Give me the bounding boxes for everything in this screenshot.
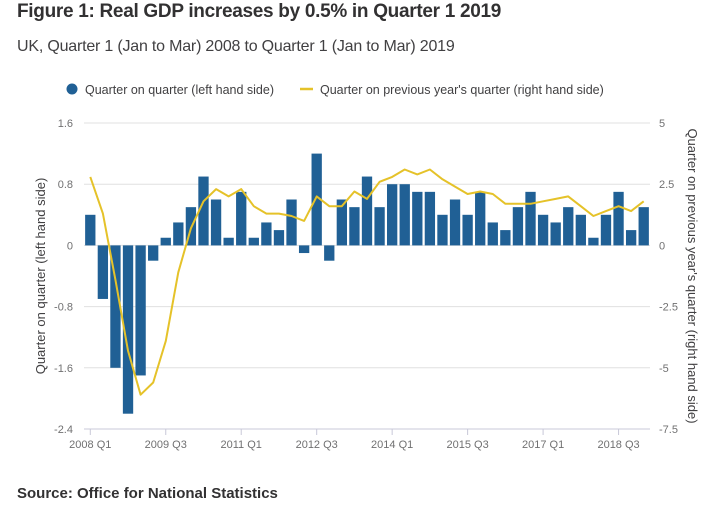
x-tick-label: 2017 Q1 xyxy=(522,439,564,451)
bar-2012-q4 xyxy=(324,245,335,261)
left-axis-title: Quarter on quarter (left hand side) xyxy=(33,178,48,375)
bar-2010-q2 xyxy=(198,176,209,246)
bar-2012-q1 xyxy=(286,199,297,246)
bar-2011-q1 xyxy=(236,191,247,246)
bar-2014-q4 xyxy=(424,191,436,246)
left-tick-label: -2.4 xyxy=(54,424,73,436)
bar-2018-q3 xyxy=(613,191,624,246)
bar-2017-q4 xyxy=(575,214,586,246)
gdp-chart: Quarter on quarter (left hand side) Quar… xyxy=(33,83,700,451)
bar-2009-q3 xyxy=(160,237,171,246)
bar-2016-q1 xyxy=(487,222,498,246)
bar-2013-q3 xyxy=(361,176,373,246)
left-axis-ticks: 1.6 0.8 0 -0.8 -1.6 -2.4 xyxy=(54,118,73,436)
bar-2018-q1 xyxy=(588,237,599,246)
left-tick-label: -0.8 xyxy=(54,302,73,314)
left-tick-label: 0 xyxy=(67,240,73,252)
right-axis-title: Quarter on previous year's quarter (righ… xyxy=(685,128,700,423)
bar-2014-q3 xyxy=(412,191,423,246)
legend-bar-marker-icon xyxy=(66,83,78,95)
bar-2014-q2 xyxy=(399,184,410,246)
bar-2013-q1 xyxy=(336,199,348,246)
right-axis-ticks: 5 2.5 0 -2.5 -5 -7.5 xyxy=(659,118,678,436)
bar-2015-q4 xyxy=(475,191,486,246)
x-tick-label: 2008 Q1 xyxy=(69,439,111,451)
bar-series xyxy=(85,153,649,414)
bar-2014-q1 xyxy=(386,184,398,246)
bar-2018-q4 xyxy=(625,230,637,246)
bar-2008-q4 xyxy=(122,245,134,414)
left-tick-label: -1.6 xyxy=(54,363,73,375)
left-tick-label: 0.8 xyxy=(58,179,73,191)
bar-2010-q3 xyxy=(210,199,222,246)
bar-2011-q2 xyxy=(248,237,259,246)
x-tick-label: 2012 Q3 xyxy=(296,439,338,451)
bar-2008-q2 xyxy=(97,245,109,299)
bar-2008-q1 xyxy=(85,214,96,246)
right-tick-label: -5 xyxy=(659,363,669,375)
bar-2013-q4 xyxy=(374,207,385,246)
x-axis: 2008 Q1 2009 Q3 2011 Q1 2012 Q3 2014 Q1 2015 … xyxy=(69,428,650,451)
source-note: Source: Office for National Statistics xyxy=(17,485,278,502)
chart-subtitle: UK, Quarter 1 (Jan to Mar) 2008 to Quart… xyxy=(17,38,455,55)
bar-2009-q2 xyxy=(148,245,159,261)
legend-bar-label: Quarter on quarter (left hand side) xyxy=(85,83,274,97)
bar-2009-q1 xyxy=(135,245,146,376)
bar-2009-q4 xyxy=(173,222,184,246)
bar-2016-q2 xyxy=(500,230,511,246)
yoy-growth-line xyxy=(89,168,645,396)
bar-2017-q1 xyxy=(537,214,549,246)
bar-2018-q2 xyxy=(600,214,612,246)
legend: Quarter on quarter (left hand side) Quar… xyxy=(66,83,604,97)
x-tick-label: 2011 Q1 xyxy=(221,439,262,451)
bar-2017-q3 xyxy=(563,207,574,246)
bar-2015-q3 xyxy=(462,214,473,246)
chart-title: Figure 1: Real GDP increases by 0.5% in … xyxy=(17,1,502,22)
bar-2011-q4 xyxy=(273,230,285,246)
right-tick-label: 0 xyxy=(659,240,665,252)
bar-2012-q3 xyxy=(311,153,322,246)
x-tick-label: 2018 Q3 xyxy=(597,439,639,451)
bar-2015-q1 xyxy=(437,214,448,246)
right-tick-label: -2.5 xyxy=(659,302,678,314)
bar-2013-q2 xyxy=(349,207,360,246)
bar-2016-q3 xyxy=(512,207,524,246)
bar-2008-q3 xyxy=(110,245,121,368)
x-tick-label: 2015 Q3 xyxy=(447,439,489,451)
left-tick-label: 1.6 xyxy=(58,118,73,130)
bar-2016-q4 xyxy=(525,191,536,246)
bar-2011-q3 xyxy=(261,222,272,246)
right-tick-label: -7.5 xyxy=(659,424,678,436)
line-series xyxy=(89,168,645,396)
bar-2017-q2 xyxy=(550,222,561,246)
right-tick-label: 5 xyxy=(659,118,665,130)
right-tick-label: 2.5 xyxy=(659,179,674,191)
bar-2012-q2 xyxy=(298,245,310,254)
x-tick-label: 2009 Q3 xyxy=(145,439,187,451)
bar-2019-q1 xyxy=(638,207,649,246)
legend-line-label: Quarter on previous year's quarter (righ… xyxy=(320,83,604,97)
x-tick-label: 2014 Q1 xyxy=(371,439,413,451)
bar-2015-q2 xyxy=(449,199,461,246)
bar-2010-q4 xyxy=(223,237,234,246)
